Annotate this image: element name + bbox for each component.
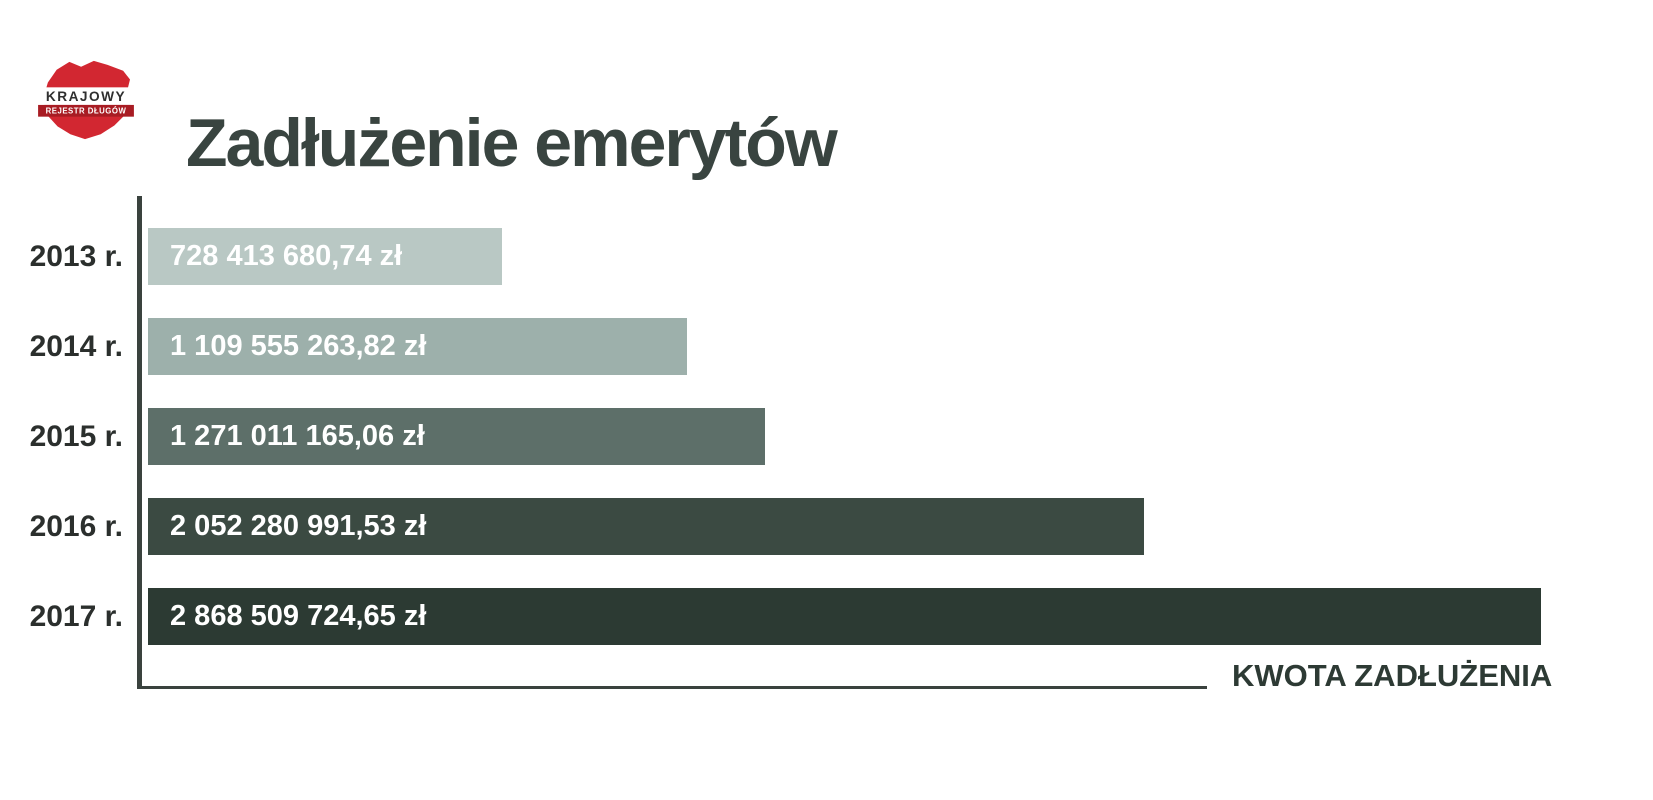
bar-row-2015: 2015 r. 1 271 011 165,06 zł	[0, 408, 1653, 465]
bar-track: 1 109 555 263,82 zł	[148, 318, 1653, 375]
bar-row-2014: 2014 r. 1 109 555 263,82 zł	[0, 318, 1653, 375]
bar-row-2016: 2016 r. 2 052 280 991,53 zł	[0, 498, 1653, 555]
bar-track: 2 052 280 991,53 zł	[148, 498, 1653, 555]
x-axis-line	[137, 686, 1207, 689]
bar-fill-2015: 1 271 011 165,06 zł	[148, 408, 766, 465]
logo-white-band	[38, 87, 134, 105]
category-label: 2017 r.	[29, 599, 123, 633]
bar-fill-2016: 2 052 280 991,53 zł	[148, 498, 1145, 555]
category-label: 2016 r.	[29, 509, 123, 543]
logo-text-line2: REJESTR DŁUGÓW	[46, 107, 127, 116]
y-axis-line	[137, 196, 142, 688]
category-label: 2014 r.	[29, 329, 123, 363]
bar-track: 1 271 011 165,06 zł	[148, 408, 1653, 465]
bar-value-label: 2 868 509 724,65 zł	[170, 600, 427, 632]
bar-fill-2017: 2 868 509 724,65 zł	[148, 588, 1541, 645]
page-title: Zadłużenie emerytów	[186, 104, 838, 181]
logo-text-line1: KRAJOWY	[46, 89, 126, 104]
bar-fill-2014: 1 109 555 263,82 zł	[148, 318, 687, 375]
x-axis-label: KWOTA ZADŁUŻENIA	[1232, 658, 1553, 693]
bar-chart: 2013 r. 728 413 680,74 zł 2014 r. 1 109 …	[0, 228, 1653, 678]
bar-track: 728 413 680,74 zł	[148, 228, 1653, 285]
bar-row-2017: 2017 r. 2 868 509 724,65 zł	[0, 588, 1653, 645]
logo-red-band	[38, 104, 134, 117]
category-label: 2015 r.	[29, 419, 123, 453]
poland-map-icon: KRAJOWY REJESTR DŁUGÓW	[38, 60, 134, 140]
bar-value-label: 2 052 280 991,53 zł	[170, 510, 427, 542]
bar-fill-2013: 728 413 680,74 zł	[148, 228, 502, 285]
category-label: 2013 r.	[29, 239, 123, 273]
bar-track: 2 868 509 724,65 zł	[148, 588, 1653, 645]
bar-value-label: 1 109 555 263,82 zł	[170, 330, 427, 362]
bar-value-label: 728 413 680,74 zł	[170, 240, 403, 272]
krd-logo: KRAJOWY REJESTR DŁUGÓW	[20, 58, 152, 146]
bar-row-2013: 2013 r. 728 413 680,74 zł	[0, 228, 1653, 285]
bar-value-label: 1 271 011 165,06 zł	[170, 420, 425, 452]
